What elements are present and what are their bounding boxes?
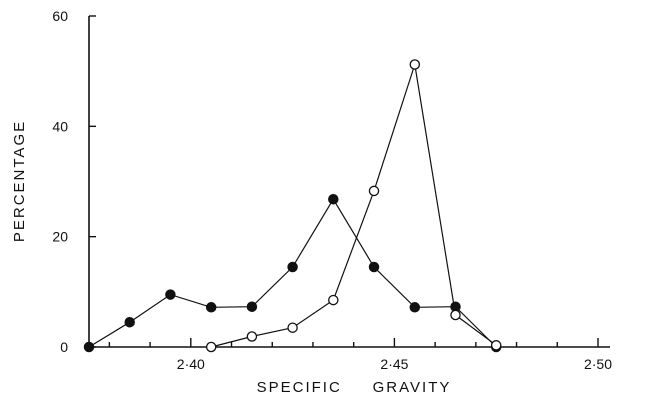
series-2-point	[450, 309, 461, 321]
x-tick-label: 2·50	[584, 356, 612, 372]
y-axis-title: PERCENTAGE	[11, 120, 28, 242]
series-2-point	[205, 341, 217, 353]
y-tick-label: 40	[52, 118, 68, 134]
series-2-line	[211, 64, 497, 348]
series-1-point	[124, 316, 135, 328]
series-2-point	[328, 294, 339, 306]
series-1-point	[368, 261, 380, 273]
x-tick-label: 2·45	[380, 356, 408, 372]
series-1-point	[409, 302, 421, 313]
series-1-point	[246, 301, 258, 312]
y-tick-label: 20	[52, 229, 68, 245]
x-axis-title: SPECIFIC GRAVITY	[257, 379, 452, 396]
series-2-point	[246, 331, 258, 342]
ticks: 0 20 40 60 2·40 2·45 2·50	[52, 8, 612, 372]
series-layer	[83, 59, 502, 353]
series-2-point	[368, 185, 380, 197]
series-1-point	[287, 261, 298, 273]
series-1-point	[328, 193, 339, 205]
series-2-point	[409, 59, 421, 70]
series-1-point	[165, 289, 176, 300]
axes	[88, 16, 610, 348]
y-tick-label: 0	[60, 339, 68, 355]
y-tick-label: 60	[52, 8, 68, 24]
series-2-point	[287, 322, 298, 333]
series-1-point	[205, 302, 217, 313]
series-1-point	[83, 341, 95, 353]
x-tick-label: 2·40	[177, 356, 205, 372]
series-2-point	[490, 340, 502, 351]
